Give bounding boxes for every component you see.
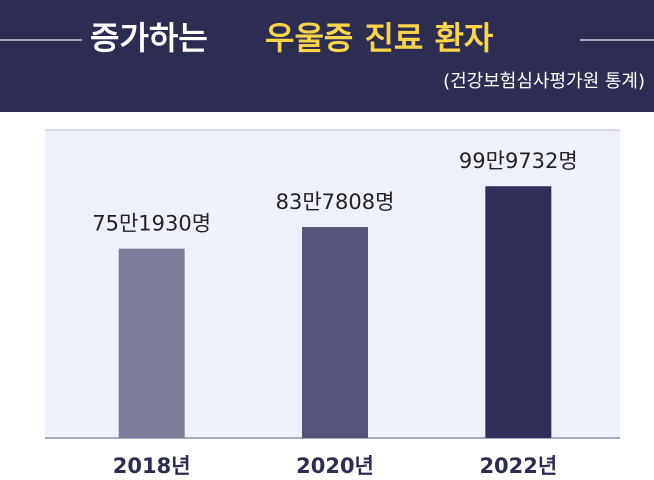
chart-title-highlight: 우울증 진료 환자 [265, 19, 494, 57]
bar [485, 186, 552, 438]
bar [302, 227, 368, 438]
header-band [0, 0, 654, 112]
value-label: 75만1930명 [92, 212, 211, 236]
x-tick-label: 2018년 [113, 454, 191, 478]
x-tick-label: 2020년 [296, 454, 374, 478]
bar [118, 248, 185, 438]
chart-subtitle: (건강보험심사평가원 통계) [443, 71, 645, 92]
x-tick-label: 2022년 [479, 454, 557, 478]
value-label: 83만7808명 [276, 190, 395, 214]
chart-title: 증가하는 [90, 19, 208, 57]
value-label: 99만9732명 [459, 149, 578, 173]
